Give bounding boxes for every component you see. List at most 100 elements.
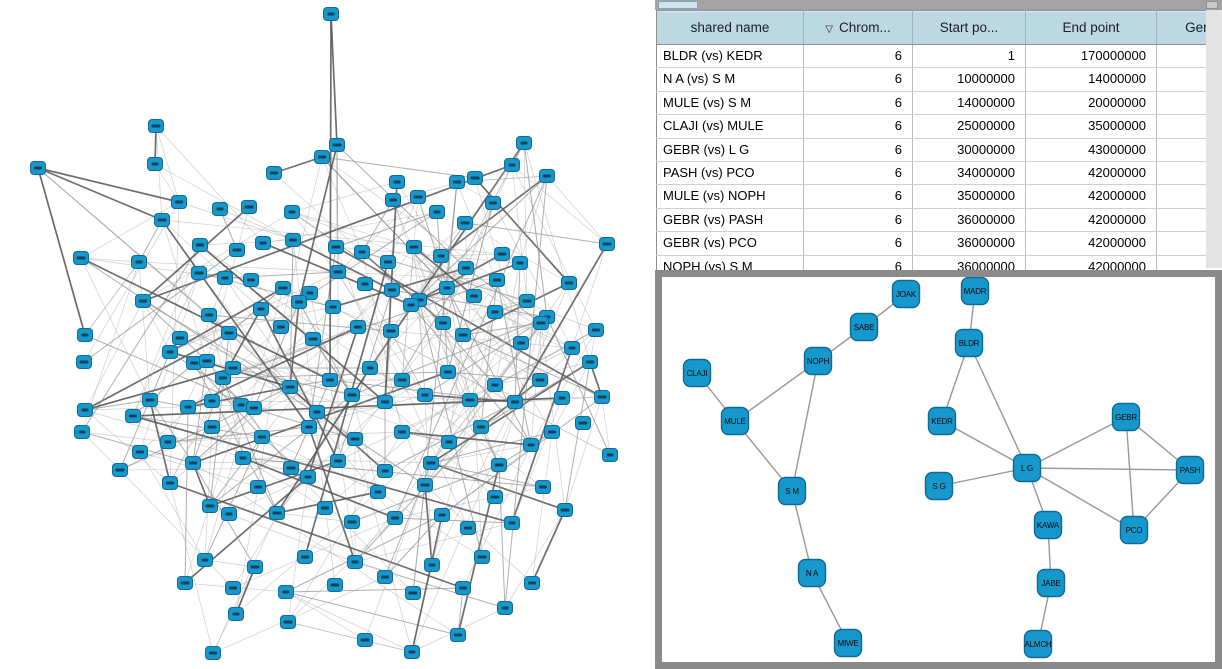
network-node-pash[interactable]: PASH	[1175, 455, 1205, 485]
network-node-s-m[interactable]: S M	[777, 476, 807, 506]
column-header-chrom-[interactable]: ▽ Chrom...	[803, 10, 913, 45]
network-node[interactable]	[132, 445, 148, 459]
network-node[interactable]	[221, 507, 237, 521]
network-node[interactable]	[217, 271, 233, 285]
network-node[interactable]	[241, 200, 257, 214]
network-node-claji[interactable]: CLAJI	[682, 358, 712, 388]
network-node[interactable]	[403, 298, 419, 312]
network-node[interactable]	[512, 256, 528, 270]
network-node[interactable]	[394, 373, 410, 387]
network-node[interactable]	[347, 432, 363, 446]
network-node-almch[interactable]: ALMCH	[1023, 629, 1053, 659]
network-node[interactable]	[513, 336, 529, 350]
network-node[interactable]	[301, 420, 317, 434]
network-node[interactable]	[201, 308, 217, 322]
network-node[interactable]	[489, 273, 505, 287]
network-node[interactable]	[172, 331, 188, 345]
network-node[interactable]	[162, 345, 178, 359]
network-node[interactable]	[532, 373, 548, 387]
network-node[interactable]	[554, 391, 570, 405]
network-node[interactable]	[325, 300, 341, 314]
network-node[interactable]	[434, 508, 450, 522]
network-node[interactable]	[455, 581, 471, 595]
network-node[interactable]	[192, 238, 208, 252]
network-node[interactable]	[273, 320, 289, 334]
network-node[interactable]	[225, 581, 241, 595]
table-row[interactable]: MULE (vs) S M614000000200000007.5	[656, 91, 1222, 116]
network-node[interactable]	[377, 395, 393, 409]
cell-value[interactable]: 5.9	[1156, 114, 1222, 139]
network-node-joak[interactable]: JOAK	[891, 279, 921, 309]
network-node[interactable]	[357, 633, 373, 647]
network-node[interactable]	[330, 265, 346, 279]
network-node[interactable]	[384, 283, 400, 297]
network-node[interactable]	[602, 448, 618, 462]
cell-value[interactable]: 20000000	[1025, 91, 1157, 116]
network-node[interactable]	[487, 378, 503, 392]
network-node[interactable]	[73, 251, 89, 265]
network-node[interactable]	[406, 240, 422, 254]
network-node[interactable]	[504, 516, 520, 530]
cell-value[interactable]: 192.0	[1156, 44, 1222, 69]
network-node[interactable]	[204, 394, 220, 408]
network-node-miwe[interactable]: MIWE	[833, 628, 863, 658]
cell-value[interactable]: 6	[803, 161, 913, 186]
network-node-madr[interactable]: MADR	[960, 276, 990, 306]
network-node[interactable]	[344, 515, 360, 529]
network-node[interactable]	[354, 245, 370, 259]
cell-value[interactable]: 8.4	[1156, 231, 1222, 256]
table-row[interactable]: GEBR (vs) PCO636000000420000008.4	[656, 231, 1222, 256]
network-node[interactable]	[404, 645, 420, 659]
network-node[interactable]	[285, 233, 301, 247]
network-node[interactable]	[282, 380, 298, 394]
cell-shared-name[interactable]: GEBR (vs) PASH	[656, 208, 804, 233]
cell-value[interactable]: 1	[912, 44, 1026, 69]
network-node-l-g[interactable]: L G	[1012, 453, 1042, 483]
network-node-gebr[interactable]: GEBR	[1111, 402, 1141, 432]
table-row[interactable]: GEBR (vs) L G6300000004300000016.9	[656, 138, 1222, 163]
cell-value[interactable]: 42000000	[1025, 184, 1157, 209]
table-row[interactable]: GEBR (vs) PASH636000000420000008.9	[656, 208, 1222, 233]
main-network-view[interactable]	[0, 0, 652, 669]
network-node[interactable]	[221, 326, 237, 340]
cell-shared-name[interactable]: N A (vs) S M	[656, 67, 804, 92]
network-node[interactable]	[450, 628, 466, 642]
network-node[interactable]	[377, 570, 393, 584]
network-node[interactable]	[485, 196, 501, 210]
cell-value[interactable]: 14000000	[912, 91, 1026, 116]
network-node[interactable]	[473, 420, 489, 434]
cell-value[interactable]: 6	[803, 231, 913, 256]
cell-shared-name[interactable]: BLDR (vs) KEDR	[656, 44, 804, 69]
network-node[interactable]	[254, 430, 270, 444]
network-node[interactable]	[387, 511, 403, 525]
network-node[interactable]	[405, 586, 421, 600]
table-header[interactable]: shared name ▽ Chrom... Start po... End point…	[656, 10, 1222, 45]
cell-value[interactable]: 6	[803, 67, 913, 92]
network-node[interactable]	[284, 205, 300, 219]
network-node[interactable]	[317, 501, 333, 515]
cell-value[interactable]: 6	[803, 138, 913, 163]
network-node[interactable]	[564, 341, 580, 355]
column-header-start-po-[interactable]: Start po...	[912, 10, 1026, 45]
network-node[interactable]	[344, 388, 360, 402]
cell-value[interactable]: 170000000	[1025, 44, 1157, 69]
network-node[interactable]	[197, 553, 213, 567]
cell-value[interactable]: 35000000	[912, 184, 1026, 209]
network-node[interactable]	[455, 328, 471, 342]
cell-value[interactable]: 6.6	[1156, 67, 1222, 92]
network-node[interactable]	[180, 400, 196, 414]
network-node[interactable]	[357, 277, 373, 291]
network-node[interactable]	[212, 202, 228, 216]
network-node[interactable]	[154, 213, 170, 227]
network-node[interactable]	[424, 558, 440, 572]
network-node[interactable]	[77, 403, 93, 417]
filtered-network-view[interactable]: JOAK SABE NOPH CLAJI MULE S M N A MIWE MADR BLDR K…	[662, 276, 1215, 662]
network-node[interactable]	[575, 416, 591, 430]
network-node[interactable]	[330, 454, 346, 468]
network-node[interactable]	[588, 323, 604, 337]
cell-value[interactable]: 25000000	[912, 114, 1026, 139]
network-node[interactable]	[314, 150, 330, 164]
cell-value[interactable]: 30000000	[912, 138, 1026, 163]
network-node[interactable]	[283, 461, 299, 475]
network-node[interactable]	[429, 205, 445, 219]
